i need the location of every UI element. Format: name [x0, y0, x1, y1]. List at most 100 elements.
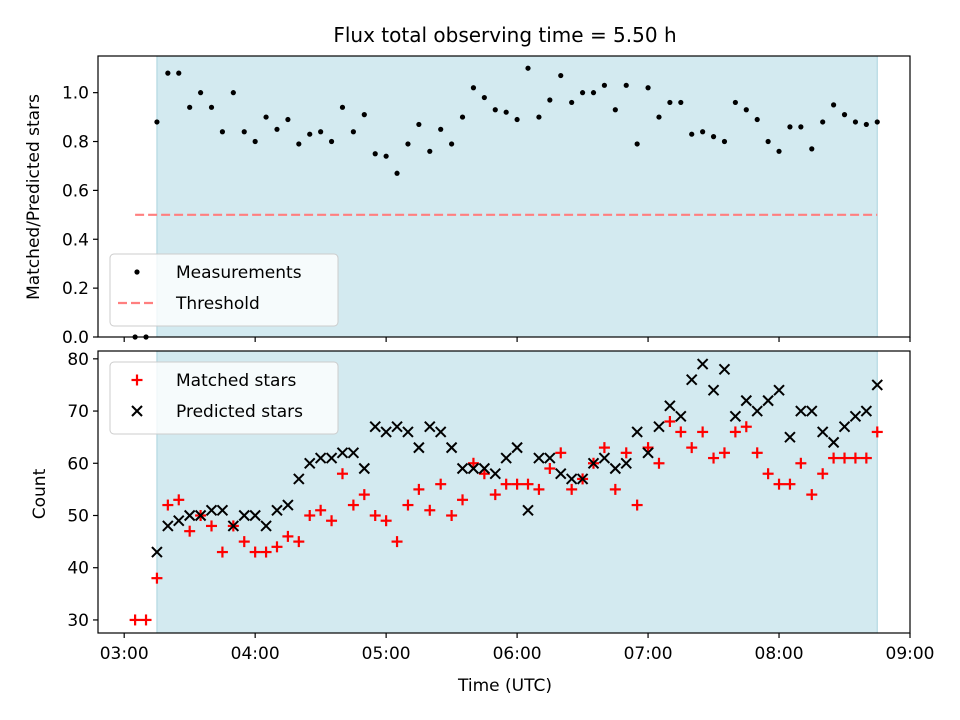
bottom-y-axis-label: Count — [30, 468, 50, 519]
data-point — [307, 131, 313, 137]
data-point — [536, 114, 542, 120]
data-point — [511, 441, 523, 454]
data-point — [642, 447, 654, 459]
data-point — [533, 483, 545, 495]
data-point — [620, 447, 632, 459]
data-point — [402, 426, 414, 438]
data-point — [467, 462, 480, 475]
data-point — [318, 129, 324, 135]
data-point — [347, 499, 359, 511]
data-point — [219, 129, 226, 135]
data-point — [653, 421, 665, 433]
data-point — [689, 131, 695, 137]
data-point — [710, 134, 717, 140]
data-point — [230, 90, 236, 96]
data-point — [481, 94, 487, 101]
data-point — [533, 452, 545, 464]
data-point — [296, 141, 302, 147]
data-point — [816, 426, 829, 438]
data-point — [839, 452, 851, 464]
data-point — [838, 421, 851, 433]
data-point — [328, 138, 335, 145]
data-point — [339, 104, 346, 110]
data-point — [849, 452, 861, 464]
data-point — [154, 119, 160, 125]
data-point — [285, 116, 291, 123]
data-point — [740, 394, 752, 407]
data-point — [271, 541, 283, 553]
data-point — [151, 546, 163, 558]
x-tick-label: 04:00 — [231, 644, 280, 664]
data-point — [372, 151, 378, 157]
data-point — [544, 463, 556, 474]
data-point — [565, 473, 578, 485]
data-point — [762, 394, 774, 407]
data-point — [773, 384, 785, 396]
data-point — [391, 421, 403, 433]
data-point — [675, 410, 687, 422]
data-point — [445, 441, 458, 454]
data-point — [206, 520, 218, 532]
y-tick-label: 80 — [67, 350, 89, 370]
data-point — [653, 457, 665, 469]
data-point — [828, 452, 840, 464]
bottom-panel: 30 40 50 60 70 80 03:00 04:00 05:00 06:00 07:00 08:… — [67, 350, 934, 664]
data-point — [569, 99, 575, 106]
data-point — [413, 483, 425, 495]
data-point — [623, 82, 629, 88]
y-tick-label: 40 — [67, 559, 89, 579]
data-point — [598, 452, 611, 464]
data-point — [678, 99, 684, 106]
data-point — [424, 421, 436, 433]
data-point — [773, 478, 785, 490]
x-axis-label: Time (UTC) — [457, 676, 552, 696]
data-point — [721, 138, 728, 145]
legend-box — [109, 253, 339, 327]
x-tick-label: 08:00 — [755, 644, 804, 664]
x-tick-label: 03:00 — [100, 644, 149, 664]
data-point — [249, 546, 261, 558]
data-point — [740, 421, 752, 433]
data-point — [555, 468, 567, 480]
data-point — [718, 447, 730, 459]
data-point — [708, 452, 720, 464]
data-point — [489, 468, 501, 480]
data-point — [358, 462, 371, 475]
data-point — [478, 462, 491, 475]
data-point — [173, 494, 185, 506]
data-point — [667, 99, 673, 106]
data-point — [304, 510, 316, 521]
data-point — [729, 410, 742, 422]
data-point — [326, 515, 338, 527]
data-point — [576, 473, 589, 485]
data-point — [162, 520, 174, 532]
data-point — [197, 90, 204, 96]
data-point — [587, 457, 600, 469]
data-point — [732, 99, 738, 106]
legend-label: Predicted stars — [176, 402, 303, 422]
data-point — [241, 129, 247, 135]
x-tick-label: 07:00 — [624, 644, 673, 664]
top-panel: 0.0 0.2 0.4 0.6 0.8 1.0 Measurements Threshold — [62, 55, 911, 348]
x-tick-label: 09:00 — [886, 644, 935, 664]
data-point — [631, 426, 643, 438]
data-point — [457, 494, 469, 506]
data-point — [252, 138, 258, 145]
data-point — [274, 126, 280, 132]
data-point — [751, 405, 763, 417]
data-point — [642, 442, 654, 454]
data-point — [227, 520, 240, 532]
data-point — [336, 468, 348, 480]
data-point — [369, 421, 381, 433]
legend-label: Matched stars — [176, 371, 296, 391]
legend-marker — [131, 374, 143, 386]
data-point — [459, 114, 466, 120]
data-point — [645, 85, 651, 91]
data-point — [402, 499, 414, 511]
data-point — [664, 400, 676, 412]
legend-marker — [134, 269, 140, 275]
data-point — [282, 499, 294, 511]
data-point — [522, 504, 534, 516]
axes-frame — [97, 350, 911, 634]
